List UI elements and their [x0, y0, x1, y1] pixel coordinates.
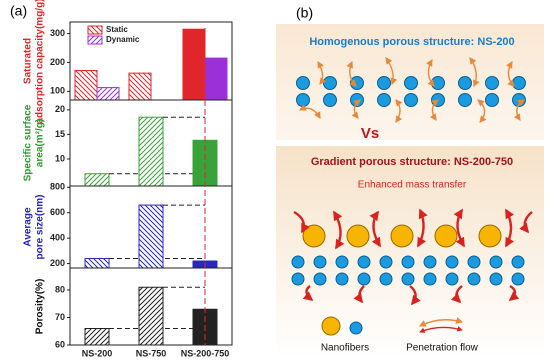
y-axis-label: Average	[23, 207, 34, 247]
y-tick-label: 800	[50, 182, 65, 192]
fiber	[445, 255, 459, 269]
fiber	[489, 255, 503, 269]
fiber	[296, 93, 310, 107]
large-fiber	[302, 224, 326, 248]
y-tick-label: 400	[50, 232, 65, 242]
fiber	[467, 272, 481, 286]
fiber	[377, 93, 391, 107]
fiber	[291, 255, 305, 269]
fiber	[357, 272, 371, 286]
fiber	[431, 76, 445, 90]
bottom-subtitle: Enhanced mass transfer	[358, 180, 467, 191]
fiber	[379, 272, 393, 286]
panel-label: (b)	[296, 5, 313, 21]
bar	[138, 116, 164, 187]
y-axis-label: Saturated	[23, 38, 34, 84]
y-axis-label: Porosity(%)	[35, 279, 46, 335]
large-fiber	[434, 224, 458, 248]
legend-swatch	[87, 35, 103, 45]
y-tick-label: 70	[55, 312, 65, 322]
fiber	[401, 272, 415, 286]
y-tick-label: 20	[55, 104, 65, 114]
fiber	[401, 255, 415, 269]
y-axis-label: pore size(nm)	[35, 194, 46, 259]
legend-large-fiber	[321, 316, 341, 336]
legend-label: Penetration flow	[406, 343, 478, 354]
x-tick-label: NS-200	[82, 348, 113, 358]
y-tick-label: 60	[55, 339, 65, 349]
fiber	[350, 76, 364, 90]
y-axis-label: adsorption capacity(mg/g)	[35, 0, 46, 124]
fiber	[458, 93, 472, 107]
plot-frame	[69, 267, 233, 346]
y-axis-label: Specific surface	[23, 104, 34, 181]
fiber	[485, 93, 499, 107]
fiber	[379, 255, 393, 269]
fiber	[404, 76, 418, 90]
flow-arrows	[293, 208, 533, 306]
fiber	[404, 93, 418, 107]
fiber	[313, 272, 327, 286]
panel-b: Homogenous porous structure: NS-200 Vs G…	[276, 24, 544, 358]
large-fiber	[390, 224, 414, 248]
y-tick-label: 200	[50, 258, 65, 268]
legend-label: Dynamic	[106, 35, 140, 44]
fiber	[335, 255, 349, 269]
fiber	[511, 255, 525, 269]
fiber	[511, 272, 525, 286]
fiber	[357, 255, 371, 269]
fiber	[489, 272, 503, 286]
fiber	[377, 76, 391, 90]
legend-flow-arrows	[418, 317, 464, 333]
fiber	[467, 255, 481, 269]
panel-label: (a)	[10, 3, 27, 19]
y-tick-label: 10	[55, 153, 65, 163]
x-tick-label: NS-750	[136, 348, 167, 358]
legend-small-fiber	[349, 321, 363, 335]
fiber	[423, 255, 437, 269]
legend-label: Static	[106, 25, 128, 34]
large-fiber	[346, 224, 370, 248]
y-tick-label: 200	[50, 57, 65, 67]
top-title: Homogenous porous structure: NS-200	[309, 36, 514, 48]
bar	[84, 257, 110, 269]
flow-arrows	[298, 57, 525, 123]
fiber	[458, 76, 472, 90]
fiber	[296, 76, 310, 90]
y-tick-label: 300	[50, 28, 65, 38]
vs-label: Vs	[361, 125, 379, 142]
bar	[128, 72, 152, 101]
x-tick-label: NS-200-750	[181, 348, 230, 358]
fiber	[323, 76, 337, 90]
fiber	[323, 93, 337, 107]
fiber	[485, 76, 499, 90]
y-tick-label: 15	[55, 129, 65, 139]
fiber	[512, 76, 526, 90]
bar	[182, 28, 206, 101]
bar	[74, 70, 98, 101]
bottom-title: Gradient porous structure: NS-200-750	[311, 156, 513, 168]
y-tick-label: 80	[55, 284, 65, 294]
bar	[96, 87, 120, 101]
large-fiber	[478, 224, 502, 248]
bar	[138, 204, 164, 269]
fiber	[445, 272, 459, 286]
y-tick-label: 600	[50, 207, 65, 217]
y-tick-label: 100	[50, 86, 65, 96]
bar	[204, 57, 228, 101]
y-axis-label: area(m²/g)	[35, 119, 46, 167]
bar	[138, 286, 164, 346]
legend-label: Nanofibers	[321, 343, 369, 354]
bar	[84, 328, 110, 346]
fiber-rows	[291, 224, 525, 286]
bottom-box	[276, 146, 544, 358]
fiber	[335, 272, 349, 286]
bar	[84, 173, 110, 187]
legend-swatch	[87, 25, 103, 35]
fiber	[291, 272, 305, 286]
fiber	[350, 93, 364, 107]
fiber	[313, 255, 327, 269]
fiber	[423, 272, 437, 286]
